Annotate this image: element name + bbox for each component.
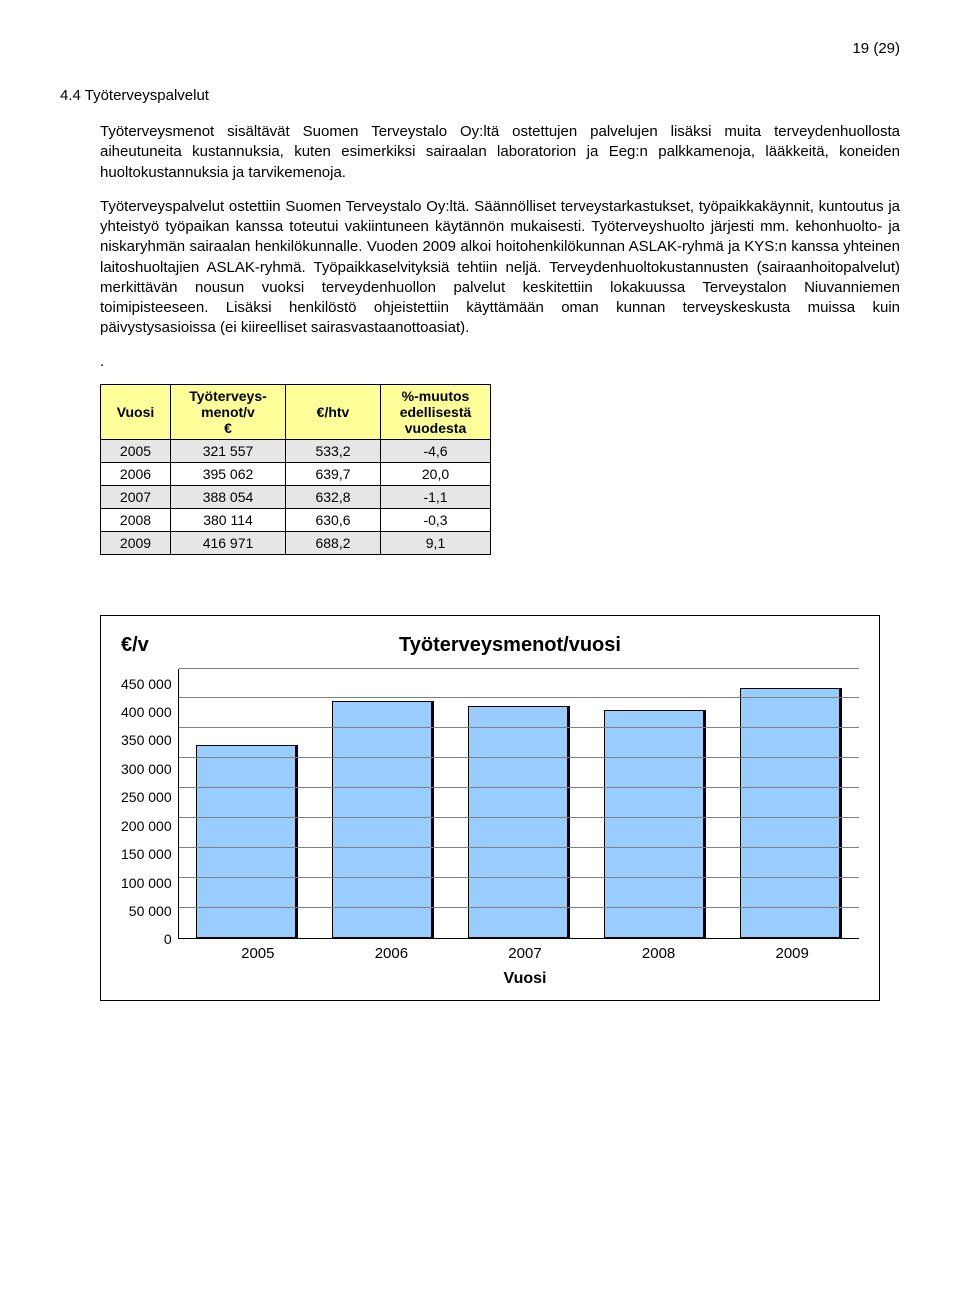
- grid-line: [179, 697, 859, 698]
- y-tick-label: 250 000: [121, 790, 172, 804]
- table-cell: 395 062: [171, 462, 286, 485]
- data-table: VuosiTyöterveys-menot/v€€/htv%-muutosede…: [100, 384, 491, 555]
- table-cell: 9,1: [381, 531, 491, 554]
- bar: [604, 710, 706, 937]
- bar: [468, 706, 570, 938]
- period-marker: .: [100, 353, 900, 370]
- table-cell: 2008: [101, 508, 171, 531]
- bar-chart: €/v Työterveysmenot/vuosi 450 000 400 000…: [100, 615, 880, 1001]
- x-tick-label: 2007: [508, 945, 541, 962]
- bar-slot: [723, 669, 859, 938]
- table-row: 2006395 062639,720,0: [101, 462, 491, 485]
- table-cell: 632,8: [286, 485, 381, 508]
- page-number: 19 (29): [60, 40, 900, 57]
- grid-line: [179, 817, 859, 818]
- table-cell: 639,7: [286, 462, 381, 485]
- y-tick-label: 300 000: [121, 762, 172, 776]
- grid-line: [179, 757, 859, 758]
- x-tick-label: 2008: [642, 945, 675, 962]
- bar: [740, 688, 842, 937]
- bar: [196, 745, 298, 937]
- table-cell: 388 054: [171, 485, 286, 508]
- bar-slot: [179, 669, 315, 938]
- grid-line: [179, 727, 859, 728]
- bar-slot: [315, 669, 451, 938]
- body-paragraph: Työterveyspalvelut ostettiin Suomen Terv…: [100, 197, 900, 339]
- body-paragraph: Työterveysmenot sisältävät Suomen Tervey…: [100, 122, 900, 183]
- x-tick-label: 2005: [241, 945, 274, 962]
- chart-title: Työterveysmenot/vuosi: [221, 634, 799, 657]
- chart-plot-area: [178, 669, 859, 939]
- y-tick-label: 50 000: [129, 904, 172, 918]
- grid-line: [179, 847, 859, 848]
- bar-slot: [587, 669, 723, 938]
- table-cell: 2009: [101, 531, 171, 554]
- bar: [332, 701, 434, 937]
- x-tick-label: 2009: [775, 945, 808, 962]
- chart-x-title: Vuosi: [121, 970, 859, 988]
- table-row: 2007388 054632,8-1,1: [101, 485, 491, 508]
- y-tick-label: 100 000: [121, 876, 172, 890]
- y-tick-label: 400 000: [121, 705, 172, 719]
- table-cell: -1,1: [381, 485, 491, 508]
- table-row: 2005321 557533,2-4,6: [101, 439, 491, 462]
- table-header: %-muutosedellisestävuodesta: [381, 384, 491, 439]
- chart-y-axis: 450 000 400 000 350 000 300 000 250 000 200 0…: [121, 669, 178, 939]
- y-tick-label: 150 000: [121, 847, 172, 861]
- bar-slot: [451, 669, 587, 938]
- grid-line: [179, 877, 859, 878]
- grid-line: [179, 668, 859, 669]
- y-tick-label: 450 000: [121, 677, 172, 691]
- table-header: Työterveys-menot/v€: [171, 384, 286, 439]
- table-cell: 416 971: [171, 531, 286, 554]
- table-cell: 533,2: [286, 439, 381, 462]
- x-tick-label: 2006: [375, 945, 408, 962]
- table-header: €/htv: [286, 384, 381, 439]
- table-cell: 2006: [101, 462, 171, 485]
- table-row: 2009416 971688,29,1: [101, 531, 491, 554]
- table-cell: 20,0: [381, 462, 491, 485]
- chart-y-unit: €/v: [121, 634, 221, 657]
- table-cell: 630,6: [286, 508, 381, 531]
- chart-x-axis: 2005 2006 2007 2008 2009: [121, 939, 859, 962]
- table-cell: 2007: [101, 485, 171, 508]
- table-cell: -4,6: [381, 439, 491, 462]
- section-title: 4.4 Työterveyspalvelut: [60, 87, 900, 104]
- table-cell: -0,3: [381, 508, 491, 531]
- table-header: Vuosi: [101, 384, 171, 439]
- table-row: 2008380 114630,6-0,3: [101, 508, 491, 531]
- table-cell: 321 557: [171, 439, 286, 462]
- body-paragraphs: Työterveysmenot sisältävät Suomen Tervey…: [60, 122, 900, 339]
- table-cell: 2005: [101, 439, 171, 462]
- table-cell: 688,2: [286, 531, 381, 554]
- y-tick-label: 0: [164, 932, 172, 946]
- table-cell: 380 114: [171, 508, 286, 531]
- y-tick-label: 200 000: [121, 819, 172, 833]
- grid-line: [179, 787, 859, 788]
- grid-line: [179, 907, 859, 908]
- y-tick-label: 350 000: [121, 733, 172, 747]
